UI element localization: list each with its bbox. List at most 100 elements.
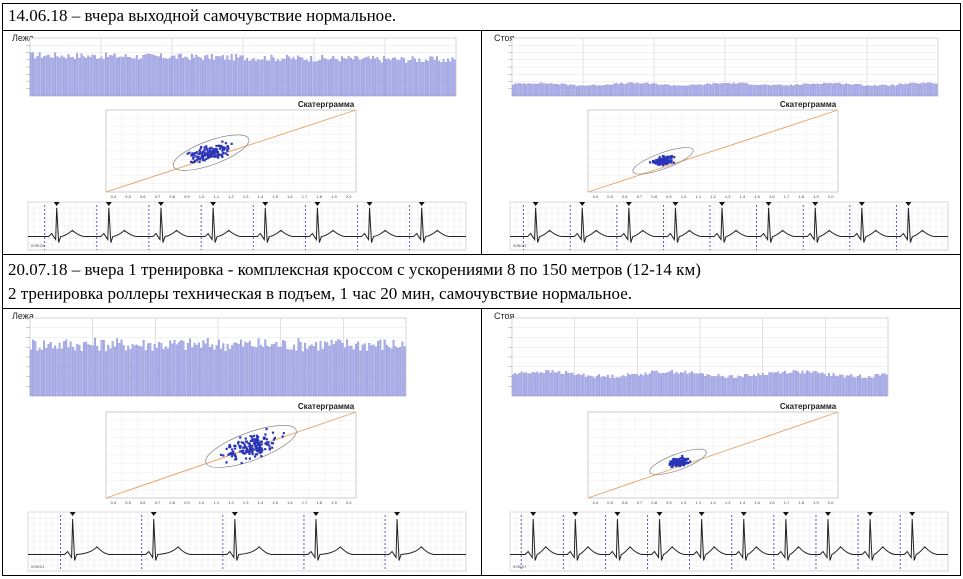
scatter-point [213,155,216,158]
scatter-point [218,147,221,150]
rhythmogram-bar [237,344,240,397]
table-divider [481,308,482,575]
rhythmogram-bar [933,83,936,97]
scatter-point [223,148,226,151]
rhythmogram-bar [651,370,654,397]
scatter-point [248,457,251,460]
rhythmogram-bar [880,84,883,97]
rhythmogram-bar [714,83,717,97]
rhythmogram-bar [620,376,623,397]
rhythmogram-bar [832,373,835,397]
rhythmogram-bar [191,347,194,397]
scatter-point [225,447,228,450]
rhythmogram-bar [573,375,576,397]
scatter-x-tick: 1.9 [813,194,819,199]
beat-marker [698,512,705,516]
rhythmogram-bar [98,58,101,97]
rhythmogram-bar [241,55,244,97]
beat-marker [210,202,217,206]
rhythmogram-bar [29,52,32,97]
rhythmogram-bar [873,85,876,97]
rhythmogram-bar [847,84,850,97]
scatter-point [203,148,206,152]
scatter-point [221,140,224,143]
rhythmogram-bar [556,372,558,397]
rhythmogram-bar [144,350,147,397]
rhythmogram-bar [867,85,870,97]
rhythmogram-bar [365,57,368,97]
rhythmogram-bar [407,60,410,97]
rhythmogram-bar [334,58,337,97]
rhythmogram-bar [839,374,842,397]
rhythmogram-bar [111,55,114,97]
rhythmogram-bar [829,82,832,97]
scatter-point [669,160,672,163]
rhythmogram-bar [131,344,134,397]
scatter-point [257,443,260,447]
rhythmogram-bar [363,343,366,397]
rhythmogram-bar [825,375,828,397]
rhythmogram-bar [230,54,233,97]
scatter-point [250,447,254,450]
scatter-x-tick: 1.8 [316,194,322,199]
scatter-point [251,452,254,455]
rhythmogram-bar [622,375,625,397]
rhythmogram-bar [693,373,696,397]
rhythmogram-bar [865,377,868,397]
scatter-title: Скатерграмма [780,402,837,411]
scatter-x-tick: 0.4 [111,500,117,505]
scatter-x-tick: 1.4 [740,500,746,505]
rhythmogram-bar [63,57,65,97]
rhythmogram-bar [127,345,130,397]
rhythmogram-bar [299,342,302,397]
rhythmogram-bar [661,84,664,97]
rhythmogram-bar [527,83,530,97]
rhythmogram-bar [593,377,596,397]
scatter-x-tick: 1.7 [302,194,308,199]
rhythmogram-bar [633,374,636,397]
rhythmogram-bar [171,343,174,397]
rhythmogram-bar [397,348,399,397]
scatter-point [206,150,209,153]
rhythmogram-bar [416,62,419,97]
rhythmogram-bar [135,55,138,97]
scatter-point [658,159,661,162]
rhythmogram-bar [666,372,669,397]
rhythmogram-bar [36,350,39,397]
ecg-frame [27,511,467,572]
rhythmogram-bar [206,54,209,97]
scatter-point [260,450,263,453]
rhythmogram-bar [171,55,174,97]
scatter-point [220,154,224,157]
rhythmogram-bar [288,56,291,97]
rhythmogram-bar [781,85,784,97]
scatter-point [653,161,657,164]
rhythmogram-bar [409,60,412,97]
scatter-point [211,150,214,153]
rhythmogram-bar [646,374,649,397]
rhythmogram-bar [305,59,308,97]
scatter-point [248,447,252,450]
rhythmogram-bar [699,84,702,97]
entry-2-text-line-2: 2 тренировка роллеры техническая в подъе… [8,284,633,303]
rhythmogram-bar [301,351,304,397]
scatter-point [224,152,227,155]
rhythmogram-bar [332,344,335,397]
rhythmogram-bar [442,59,445,97]
rhythmogram-bar [635,373,638,397]
scatter-point [203,152,207,155]
scatter-point [194,151,197,155]
rhythmogram-bar [775,372,777,397]
scatter-point [659,157,662,160]
rhythmogram-bar [681,85,684,97]
scatter-point [258,441,261,444]
rhythmogram-bar [118,57,121,97]
rhythmogram-bar [929,82,931,97]
scatter-point [259,446,262,449]
rhythmogram-bar [116,338,119,397]
rhythmogram-bar [164,346,167,397]
scatter-point [220,146,223,149]
scatter-point [195,151,199,154]
rhythmogram-bar [127,57,129,97]
scatter-point [228,445,231,448]
